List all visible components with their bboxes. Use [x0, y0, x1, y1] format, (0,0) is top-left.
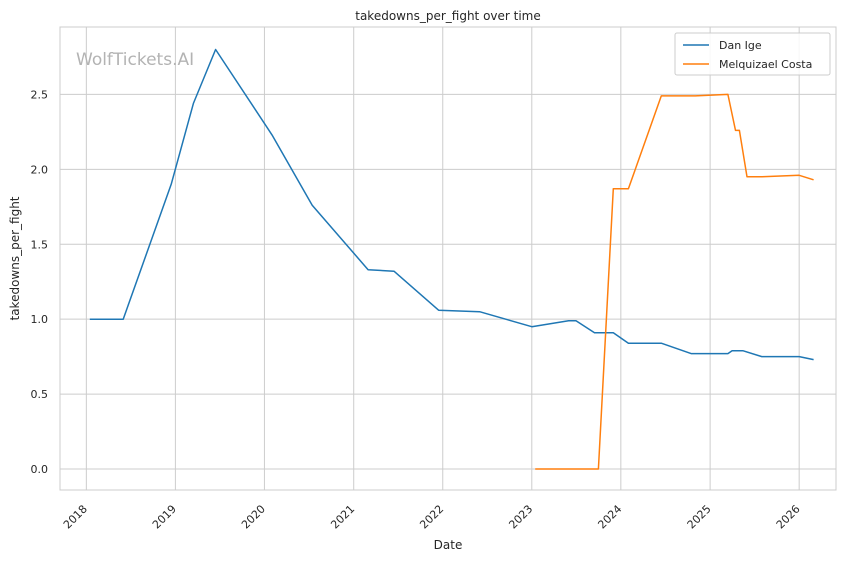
y-tick-label: 0.5 [31, 388, 49, 401]
grid [60, 27, 836, 490]
legend: Dan Ige Melquizael Costa [674, 32, 831, 76]
series-lines [89, 48, 814, 470]
chart-title: takedowns_per_fight over time [355, 9, 541, 23]
legend-box [674, 32, 831, 76]
legend-label: Melquizael Costa [719, 58, 812, 71]
y-axis-ticks: 0.0 0.5 1.0 1.5 2.0 2.5 [31, 88, 49, 476]
legend-label: Dan Ige [719, 39, 762, 52]
y-tick-label: 0.0 [31, 463, 49, 476]
series-line-1 [535, 93, 814, 470]
y-tick-label: 1.5 [31, 238, 49, 251]
x-axis-label: Date [434, 538, 463, 552]
y-tick-label: 1.0 [31, 313, 49, 326]
plot-frame [59, 26, 837, 491]
y-axis-label: takedowns_per_fight [8, 196, 22, 320]
series-line-0 [89, 48, 814, 361]
watermark-text: WolfTickets.AI [76, 50, 194, 70]
y-tick-label: 2.5 [31, 88, 49, 101]
y-tick-label: 2.0 [31, 163, 49, 176]
